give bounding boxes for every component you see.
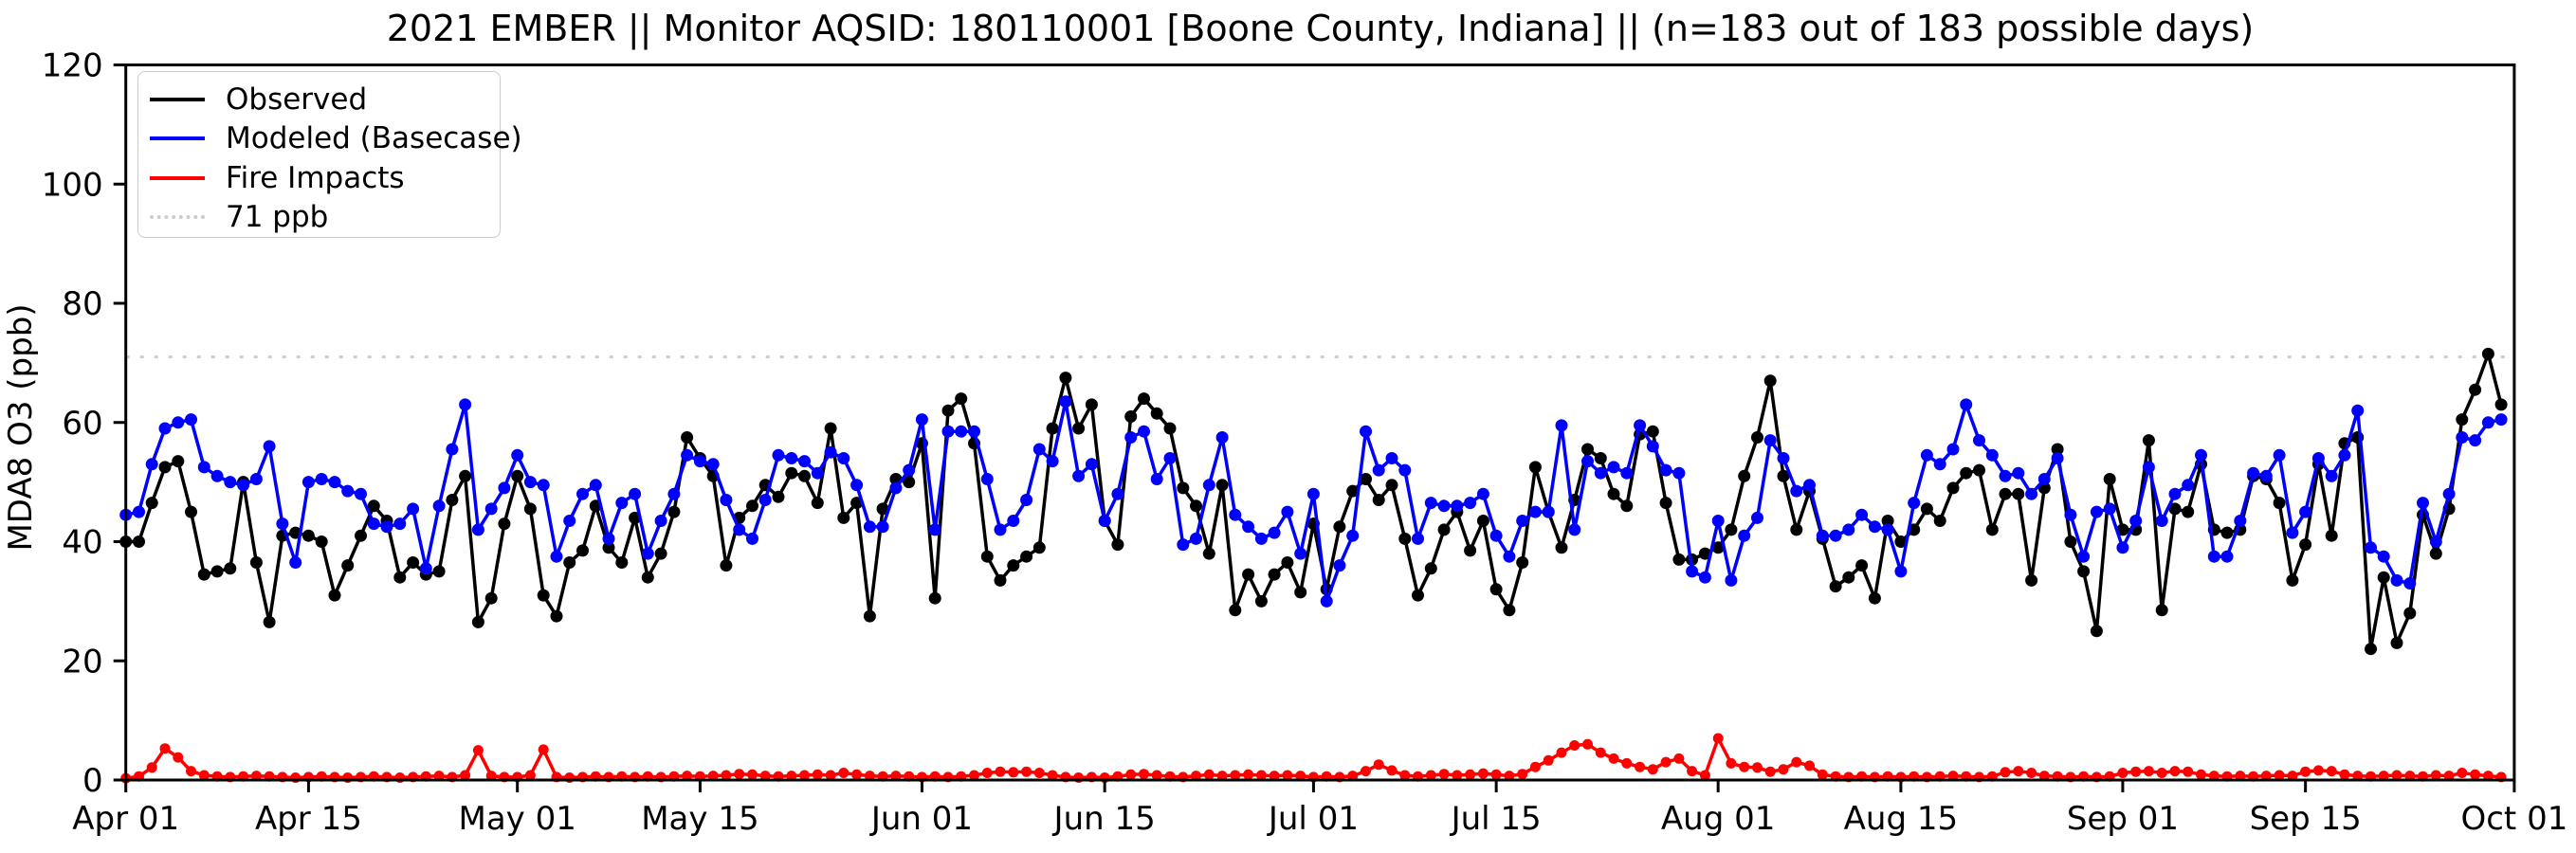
- x-tick-label: Apr 01: [72, 800, 179, 838]
- legend-item-label: Modeled (Basecase): [226, 121, 522, 156]
- x-tick-label: Jul 15: [1450, 800, 1542, 838]
- fire-series: [120, 733, 2507, 784]
- fire-line-sample-icon: [150, 175, 205, 180]
- legend-item-threshold: 71 ppb: [150, 198, 500, 236]
- x-tick-label: Jun 15: [1052, 800, 1156, 838]
- x-tick-label: Aug 01: [1661, 800, 1775, 838]
- x-tick-label: Jun 01: [869, 800, 973, 838]
- y-tick-label: 0: [82, 762, 103, 800]
- x-tick-label: May 15: [641, 800, 758, 838]
- y-tick-label: 100: [42, 166, 103, 204]
- y-tick-label: 20: [62, 643, 102, 681]
- threshold-line-sample-icon: [150, 215, 205, 220]
- x-tick-label: Sep 15: [2250, 800, 2362, 838]
- y-tick-label: 40: [62, 524, 102, 562]
- y-tick-label: 120: [42, 47, 103, 85]
- legend-item-modeled: Modeled (Basecase): [150, 119, 522, 157]
- x-tick-label: May 01: [458, 800, 575, 838]
- observed-series: [119, 347, 2508, 656]
- legend-item-label: Fire Impacts: [226, 160, 405, 195]
- x-tick-label: Jul 01: [1267, 800, 1359, 838]
- legend-item-observed: Observed: [150, 81, 500, 118]
- modeled-series: [119, 395, 2508, 608]
- legend-item-label: Observed: [226, 82, 368, 117]
- x-tick-label: Oct 01: [2460, 800, 2567, 838]
- legend: Observed Modeled (Basecase) Fire Impacts…: [137, 71, 522, 238]
- observed-series-markers: [119, 347, 2508, 656]
- legend-item-fire: Fire Impacts: [150, 159, 500, 197]
- modeled-line-sample-icon: [150, 136, 205, 141]
- modeled-series-line: [125, 399, 2502, 602]
- fire-series-markers: [120, 733, 2507, 784]
- page-title: 2021 EMBER || Monitor AQSID: 180110001 […: [386, 8, 2255, 49]
- y-tick-label: 60: [62, 405, 102, 443]
- legend-item-label: 71 ppb: [226, 200, 329, 235]
- y-tick-label: 80: [62, 285, 102, 323]
- x-tick-label: Sep 01: [2067, 800, 2179, 838]
- x-tick-label: Apr 15: [255, 800, 362, 838]
- observed-line-sample-icon: [150, 97, 205, 101]
- x-tick-label: Aug 15: [1844, 800, 1958, 838]
- modeled-series-markers: [119, 395, 2508, 608]
